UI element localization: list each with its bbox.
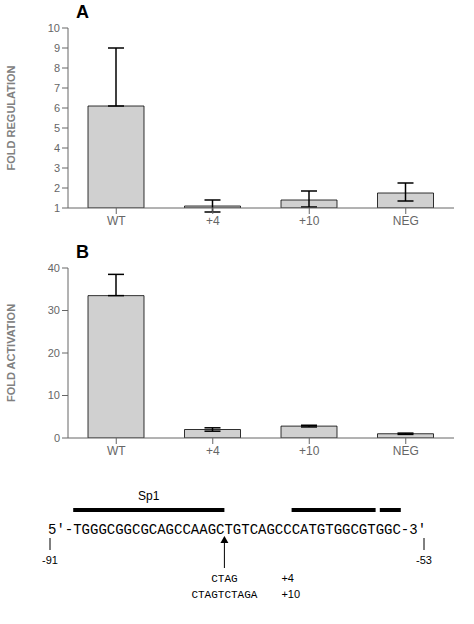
svg-text:3: 3: [54, 162, 60, 174]
svg-text:1: 1: [54, 202, 60, 214]
svg-text:6: 6: [54, 102, 60, 114]
svg-text:10: 10: [48, 22, 60, 34]
svg-text:-91: -91: [42, 554, 58, 566]
svg-text:8: 8: [54, 62, 60, 74]
html-text:B: B: [76, 242, 89, 262]
svg-text:-53: -53: [416, 554, 432, 566]
svg-text:WT: WT: [107, 214, 126, 228]
svg-text:9: 9: [54, 42, 60, 54]
svg-text:WT: WT: [107, 444, 126, 458]
svg-text:+10: +10: [299, 214, 320, 228]
svg-text:NEG: NEG: [393, 214, 419, 228]
svg-text:+10: +10: [299, 444, 320, 458]
svg-text:5: 5: [54, 122, 60, 134]
svg-text:10: 10: [48, 389, 60, 401]
svg-text:30: 30: [48, 304, 60, 316]
svg-text:Sp1: Sp1: [138, 489, 160, 503]
svg-text:+4: +4: [281, 572, 294, 584]
svg-text:FOLD ACTIVATION: FOLD ACTIVATION: [8, 304, 17, 402]
svg-text:NEG: NEG: [393, 444, 419, 458]
svg-text:0: 0: [54, 432, 60, 444]
svg-text:CTAGTCTAGA: CTAGTCTAGA: [191, 589, 257, 601]
svg-text:4: 4: [54, 142, 60, 154]
svg-text:CTAG: CTAG: [211, 573, 237, 585]
svg-text:20: 20: [48, 347, 60, 359]
svg-text:+4: +4: [206, 444, 220, 458]
html-text:A: A: [76, 2, 89, 22]
svg-text:40: 40: [48, 262, 60, 274]
svg-text:+10: +10: [281, 588, 300, 600]
svg-text:FOLD REGULATION: FOLD REGULATION: [8, 65, 17, 170]
svg-text:5'-TGGGCGGCGCAGCCAAGCTGTCAGCCC: 5'-TGGGCGGCGCAGCCAAGCTGTCAGCCCATGTGGCGTG…: [48, 522, 426, 538]
svg-text:7: 7: [54, 82, 60, 94]
svg-text:+4: +4: [206, 214, 220, 228]
svg-text:2: 2: [54, 182, 60, 194]
